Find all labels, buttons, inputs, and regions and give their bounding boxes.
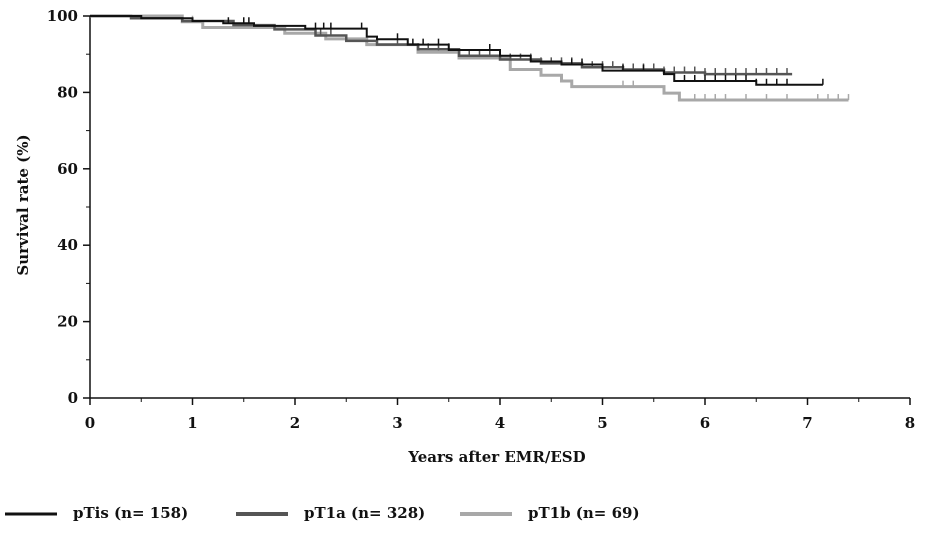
y-axis-title: Survival rate (%) (14, 134, 32, 275)
x-tick-label: 5 (597, 414, 607, 432)
series-0 (90, 15, 824, 86)
x-tick-label: 6 (700, 414, 710, 432)
legend: pTis (n= 158) pT1a (n= 328) pT1b (n= 69) (5, 504, 640, 522)
x-tick-label: 1 (187, 414, 197, 432)
survival-curve-0 (90, 15, 823, 86)
y-tick-label: 60 (57, 160, 78, 178)
legend-label-2: pT1b (n= 69) (528, 504, 640, 522)
y-tick-label: 20 (57, 313, 78, 331)
series-2 (90, 14, 850, 102)
x-tick-label: 4 (495, 414, 505, 432)
x-tick-label: 7 (802, 414, 812, 432)
x-tick-label: 2 (290, 414, 300, 432)
x-axis-title: Years after EMR/ESD (407, 448, 585, 466)
y-tick-label: 40 (57, 236, 78, 254)
y-tick-label: 0 (68, 389, 78, 407)
legend-label-0: pTis (n= 158) (73, 504, 188, 522)
x-tick-label: 0 (85, 414, 95, 432)
y-tick-label: 100 (47, 7, 78, 25)
series-layer (90, 14, 850, 102)
x-tick-label: 8 (905, 414, 915, 432)
x-tick-label: 3 (392, 414, 402, 432)
y-tick-label: 80 (57, 83, 78, 101)
legend-label-1: pT1a (n= 328) (304, 504, 425, 522)
